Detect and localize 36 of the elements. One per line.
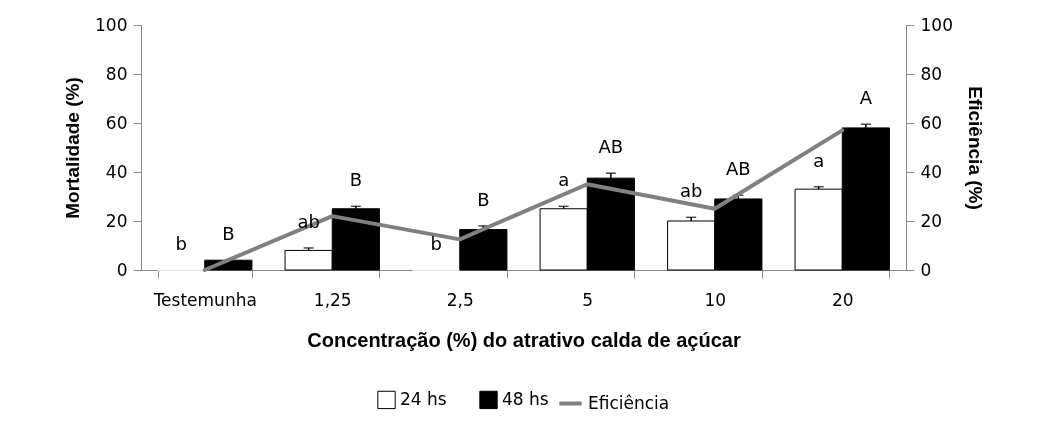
y-tick-label: 20 bbox=[105, 210, 128, 231]
x-tick-label: 2,5 bbox=[446, 289, 474, 310]
y-tick-label: 40 bbox=[105, 161, 128, 182]
data-label: b bbox=[430, 233, 442, 254]
y-tick-label: 80 bbox=[105, 63, 128, 84]
data-label: B bbox=[222, 223, 235, 245]
data-label: ab bbox=[297, 210, 320, 232]
legend-label: 24 hs bbox=[400, 388, 447, 409]
legend-label: Eficiência bbox=[588, 392, 670, 413]
data-label: b bbox=[175, 233, 187, 254]
x-tick-label: 1,25 bbox=[313, 289, 352, 310]
x-axis-title: Concentração (%) do atrativo calda de açúcar bbox=[307, 328, 741, 351]
y-tick-label: 0 bbox=[116, 259, 128, 280]
y2-tick-label: 80 bbox=[920, 63, 943, 84]
data-label: AB bbox=[726, 158, 751, 180]
y2-tick-label: 0 bbox=[920, 259, 932, 280]
y2-tick-label: 40 bbox=[920, 161, 943, 182]
data-label: a bbox=[813, 149, 825, 171]
x-tick-label: Testemunha bbox=[152, 289, 257, 310]
data-label: a bbox=[558, 169, 570, 191]
x-tick-label: 20 bbox=[831, 289, 854, 310]
data-label: ab bbox=[679, 180, 703, 202]
data-label: B bbox=[477, 188, 490, 210]
y2-tick-label: 20 bbox=[920, 210, 943, 231]
y-tick-label: 60 bbox=[105, 112, 128, 133]
data-label: A bbox=[859, 87, 873, 109]
legend-label: 48 hs bbox=[502, 388, 549, 409]
x-tick-label: 10 bbox=[704, 289, 727, 310]
y-tick-label: 100 bbox=[95, 14, 128, 35]
data-label: AB bbox=[598, 136, 624, 158]
x-tick-label: 5 bbox=[582, 289, 594, 310]
y-axis-title: Mortalidade (%) bbox=[62, 77, 84, 219]
y2-tick-label: 60 bbox=[920, 112, 943, 133]
data-label: B bbox=[349, 169, 363, 191]
y2-tick-label: 100 bbox=[920, 14, 953, 35]
y2-axis-title: Eficiência (%) bbox=[964, 86, 986, 210]
